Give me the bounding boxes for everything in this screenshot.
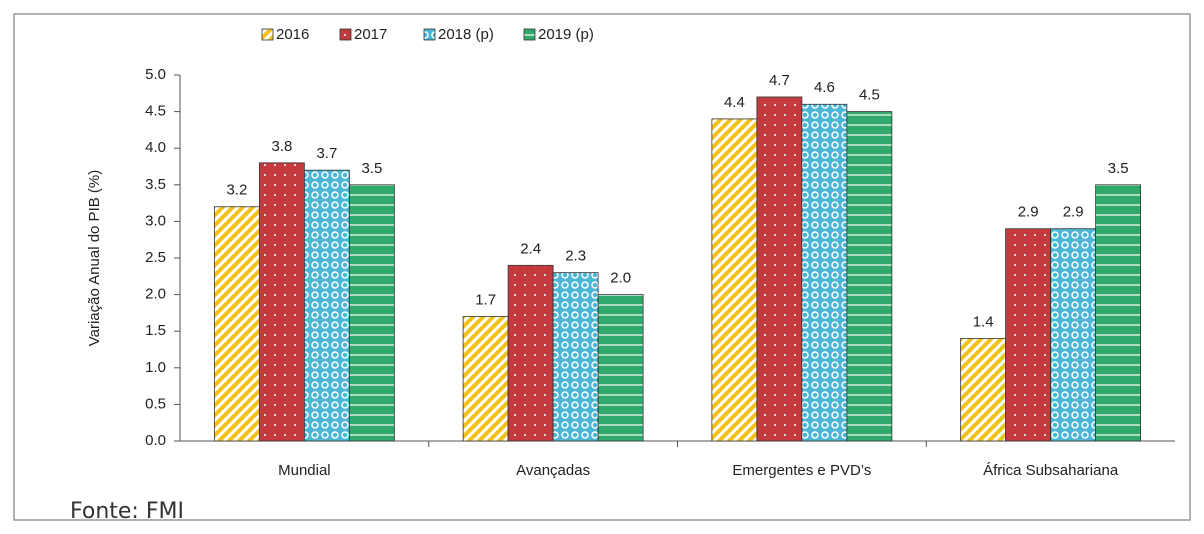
legend-label: 2019 (p)	[538, 26, 594, 43]
y-tick-label: 0.5	[145, 395, 166, 412]
legend-label: 2017	[354, 26, 387, 43]
y-tick-label: 4.5	[145, 103, 166, 120]
x-tick-label: Emergentes e PVD’s	[732, 462, 871, 479]
value-label: 4.4	[724, 94, 745, 111]
legend-label: 2016	[276, 26, 309, 43]
bar	[846, 111, 893, 442]
source: Fonte: FMI	[70, 499, 184, 524]
legend-swatch	[523, 28, 536, 41]
legend-label: 2018 (p)	[438, 26, 494, 43]
value-label: 1.4	[973, 313, 994, 330]
y-tick-label: 3.5	[145, 176, 166, 193]
value-label: 4.7	[769, 72, 790, 89]
y-tick-label: 4.0	[145, 139, 166, 156]
value-label: 2.9	[1018, 204, 1039, 221]
bar	[348, 184, 395, 442]
y-tick-label: 5.0	[145, 66, 166, 83]
value-label: 2.0	[610, 270, 631, 287]
value-label: 2.3	[565, 248, 586, 265]
bar	[303, 169, 350, 442]
value-label: 3.5	[361, 160, 382, 177]
bar	[1005, 228, 1052, 442]
legend-swatch	[423, 28, 436, 41]
frame	[13, 13, 1191, 521]
legend-swatch	[339, 28, 352, 41]
y-axis-label: Variação Anual do PIB (%)	[86, 170, 103, 346]
value-label: 2.9	[1063, 204, 1084, 221]
x-tick-label: Mundial	[278, 462, 331, 479]
y-tick-label: 1.0	[145, 359, 166, 376]
value-label: 3.5	[1108, 160, 1129, 177]
bar	[801, 103, 848, 442]
value-label: 2.4	[520, 240, 541, 257]
bar	[960, 338, 1007, 442]
y-tick-label: 3.0	[145, 212, 166, 229]
legend-swatch	[261, 28, 274, 41]
bar	[507, 264, 554, 442]
bar	[756, 96, 803, 442]
y-tick-label: 2.5	[145, 249, 166, 266]
y-tick-label: 1.5	[145, 322, 166, 339]
y-tick-label: 0.0	[145, 432, 166, 449]
value-label: 4.6	[814, 79, 835, 96]
bar	[597, 294, 644, 442]
value-label: 3.2	[226, 182, 247, 199]
value-label: 3.8	[271, 138, 292, 155]
bar	[711, 118, 758, 442]
bar	[462, 316, 509, 442]
x-tick-label: Avançadas	[516, 462, 590, 479]
value-label: 4.5	[859, 87, 880, 104]
bar	[258, 162, 305, 442]
bar	[552, 272, 599, 442]
value-label: 1.7	[475, 292, 496, 309]
y-tick-label: 2.0	[145, 286, 166, 303]
bar	[1050, 228, 1097, 442]
bar	[213, 206, 260, 442]
value-label: 3.7	[316, 145, 337, 162]
x-tick-label: África Subsahariana	[983, 462, 1119, 479]
bar	[1095, 184, 1142, 442]
